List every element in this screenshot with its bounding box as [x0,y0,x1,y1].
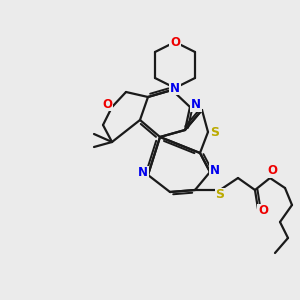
Text: O: O [258,205,268,218]
Text: O: O [267,164,277,178]
Text: N: N [191,98,201,112]
Text: O: O [102,98,112,110]
Text: N: N [210,164,220,176]
Text: S: S [215,188,224,202]
Text: O: O [170,35,180,49]
Text: N: N [170,82,180,94]
Text: S: S [211,125,220,139]
Text: N: N [138,167,148,179]
